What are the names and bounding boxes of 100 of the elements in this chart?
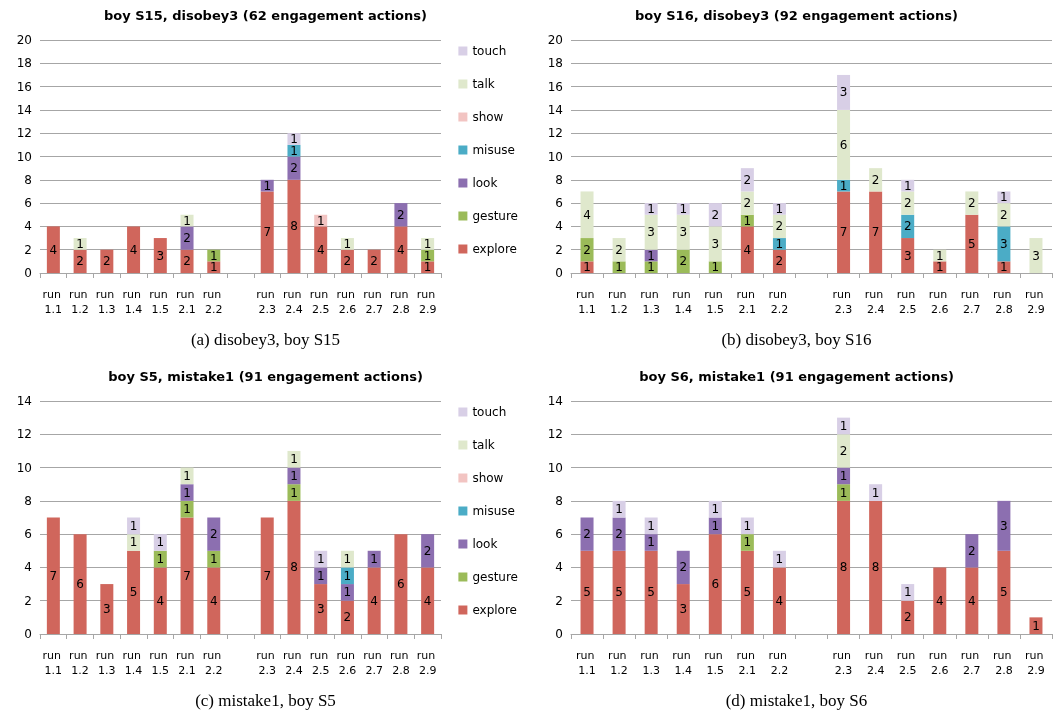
y-tick-label: 14 [16, 102, 32, 117]
bar [314, 584, 328, 634]
x-tick-label: run 2.4 [864, 649, 887, 677]
data-label: 4 [775, 593, 784, 608]
data-label: 1 [743, 535, 752, 550]
y-tick-label: 12 [16, 126, 32, 141]
x-tick-label: run 2.9 [1024, 288, 1047, 316]
x-tick-label: run 2.3 [832, 649, 855, 677]
y-tick-label: 10 [16, 149, 32, 164]
data-label: 1 [423, 236, 432, 251]
data-label: 4 [743, 242, 752, 257]
data-label: 4 [129, 242, 138, 257]
y-tick-label: 10 [547, 460, 563, 475]
y-tick-label: 20 [16, 33, 32, 47]
y-tick-label: 8 [555, 172, 563, 187]
x-tick-label: run 2.6 [928, 649, 951, 677]
x-tick-label: run 1.4 [122, 649, 145, 677]
y-tick-label: 4 [555, 560, 563, 575]
y-tick-label: 0 [24, 627, 32, 641]
text: (b) disobey3, boy S16 [720, 329, 873, 351]
bar [421, 534, 435, 568]
data-label: 1 [290, 143, 298, 158]
data-label: 6 [76, 577, 84, 592]
data-label: 1 [370, 552, 378, 567]
data-label: 1 [935, 260, 944, 275]
legend-label: touch [472, 44, 507, 58]
data-label: 3 [679, 225, 688, 240]
y-tick-label: 6 [555, 527, 563, 542]
data-label: 7 [871, 225, 880, 240]
x-tick-label: run 2.1 [176, 649, 199, 677]
bar [740, 550, 754, 634]
y-tick-label: 14 [547, 102, 563, 117]
data-label: 1 [343, 585, 352, 600]
bar [73, 534, 87, 634]
data-label: 3 [1000, 236, 1008, 251]
y-tick-label: 0 [24, 266, 32, 280]
x-tick-label: run 1.1 [42, 649, 65, 677]
bar [901, 191, 915, 215]
legend-label: gesture [472, 570, 519, 584]
data-label: 3 [711, 236, 720, 251]
data-label: 7 [263, 568, 272, 583]
data-label: 2 [679, 560, 688, 575]
data-label: 1 [316, 568, 325, 583]
data-label: 1 [903, 178, 912, 193]
bar [367, 567, 381, 634]
data-label: 1 [711, 502, 720, 517]
data-label: 2 [871, 172, 880, 187]
legend-label: talk [472, 438, 495, 452]
data-label: 1 [647, 535, 655, 550]
bar [965, 567, 979, 634]
x-tick-label: run 1.3 [95, 288, 118, 316]
bar [740, 191, 754, 215]
bar [153, 238, 167, 273]
x-tick-label: run 2.4 [282, 649, 305, 677]
bar [207, 517, 221, 551]
bar [965, 534, 979, 568]
x-tick-label: run 1.2 [608, 649, 631, 677]
data-label: 2 [343, 610, 352, 625]
bar [287, 500, 301, 634]
bar [644, 550, 658, 634]
data-label: 1 [290, 132, 298, 147]
data-label: 1 [156, 552, 165, 567]
bar [153, 567, 167, 634]
data-label: 3 [1000, 518, 1008, 533]
y-tick-label: 6 [24, 527, 32, 542]
data-label: 1 [183, 485, 191, 500]
x-tick-label: run 2.5 [896, 649, 919, 677]
data-label: 1 [183, 213, 191, 228]
data-label: 1 [263, 178, 272, 193]
data-label: 1 [423, 260, 432, 275]
chart-title: boy S15, disobey3 (62 engagement actions) [104, 8, 427, 23]
y-tick-label: 14 [547, 394, 563, 408]
y-tick-label: 10 [547, 149, 563, 164]
data-label: 4 [968, 593, 976, 608]
data-label: 5 [583, 585, 591, 600]
data-label: 3 [903, 248, 912, 263]
data-label: 1 [775, 552, 784, 567]
bar [580, 191, 594, 239]
bar [421, 567, 435, 634]
x-tick-label: run 2.7 [363, 649, 386, 677]
bar [837, 191, 851, 273]
x-tick-label: run 2.1 [736, 288, 759, 316]
x-tick-label: run 2.3 [256, 288, 279, 316]
data-label: 1 [290, 485, 298, 500]
bar [997, 550, 1011, 634]
data-label: 1 [775, 201, 784, 216]
x-tick-label: run 2.1 [176, 288, 199, 316]
bar [100, 584, 114, 634]
bar [207, 567, 221, 634]
bar [340, 600, 354, 634]
bar [965, 214, 979, 273]
data-label: 2 [103, 254, 111, 269]
data-label: 2 [903, 610, 912, 625]
x-tick-label: run 2.5 [309, 288, 332, 316]
x-tick-label: run 1.3 [640, 288, 663, 316]
text: (a) disobey3, boy S15 [189, 329, 342, 351]
x-tick-label: run 1.1 [576, 649, 599, 677]
bar [127, 550, 141, 634]
bar [965, 191, 979, 215]
bar [837, 74, 851, 110]
